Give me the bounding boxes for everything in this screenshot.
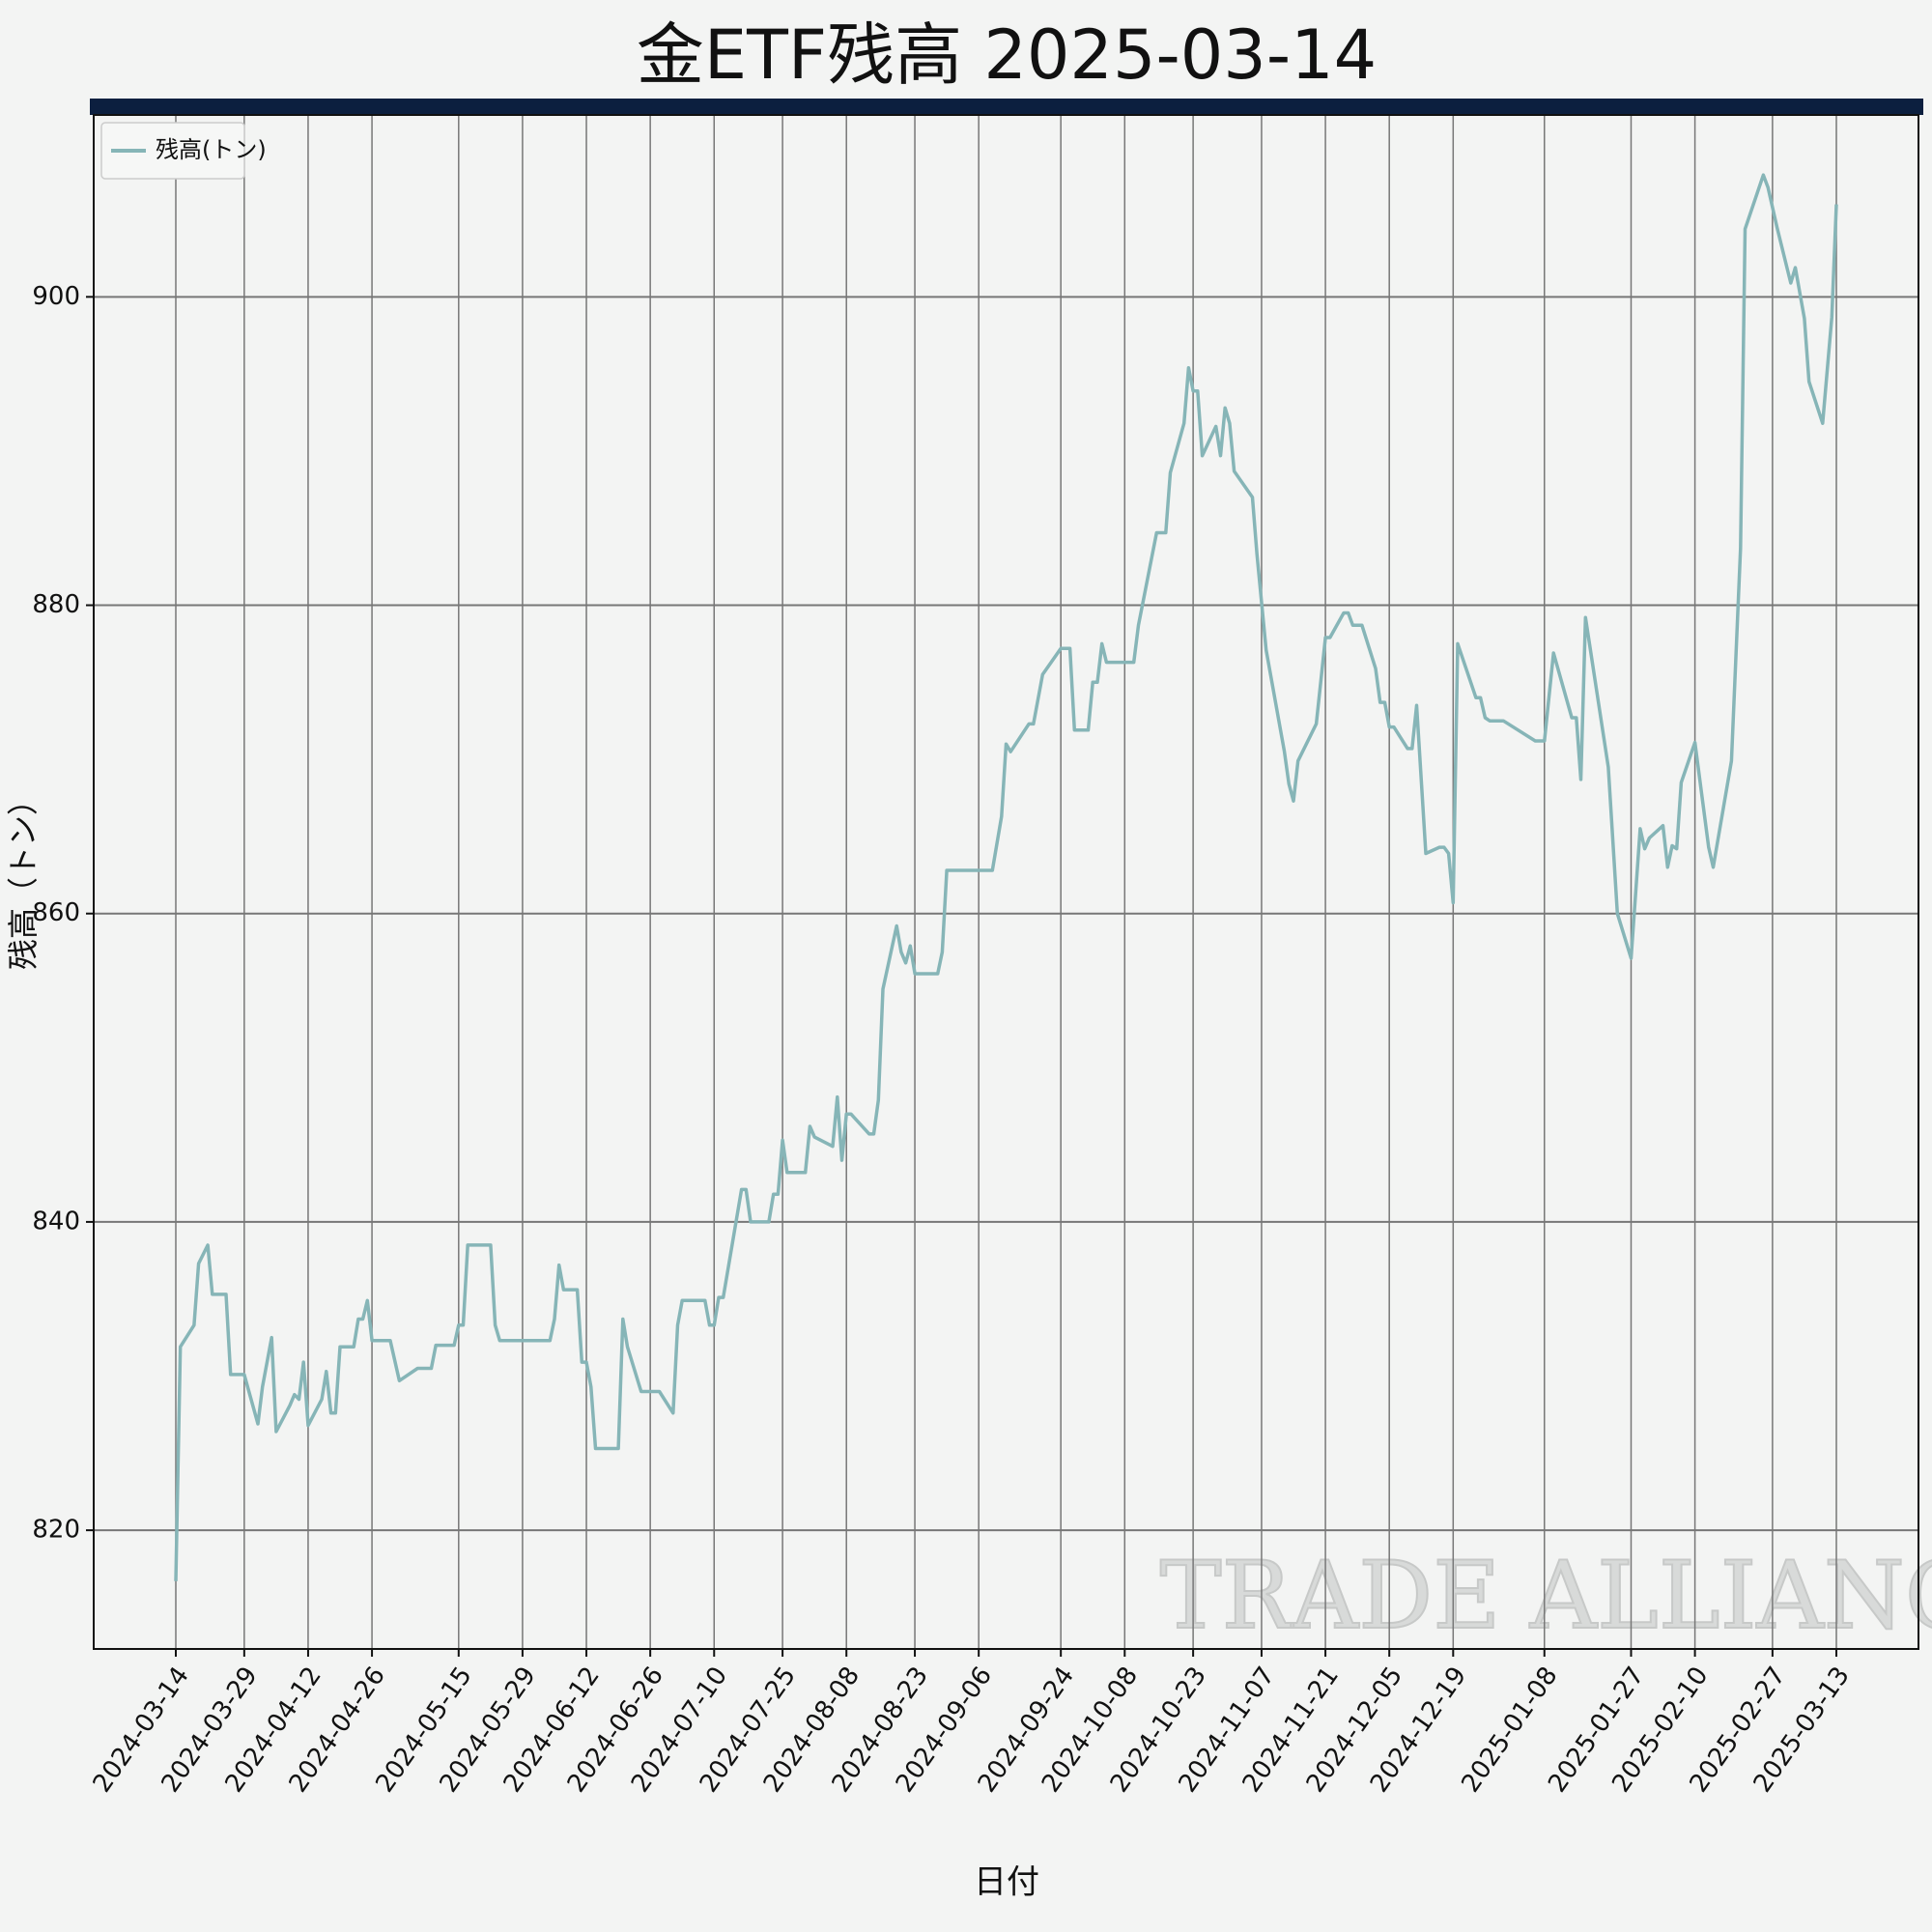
- plot-frame: [93, 114, 1919, 1650]
- header-bar: [90, 99, 1923, 115]
- legend-box: [100, 122, 245, 180]
- y-tick-label: 860: [32, 898, 80, 927]
- data-line: [174, 173, 1838, 1581]
- plot-area: [94, 115, 1918, 1649]
- y-axis-label: 残高（トン）: [5, 784, 42, 970]
- watermark: TRADE ALLIANCE: [1160, 1542, 1932, 1650]
- y-tick-label: 880: [32, 590, 80, 619]
- y-tick-label: 840: [32, 1207, 80, 1236]
- y-tick-label: 900: [32, 282, 80, 311]
- y-tick-label: 820: [32, 1516, 80, 1545]
- legend: 残高(トン): [100, 122, 267, 180]
- x-axis-label: 日付: [974, 1863, 1039, 1902]
- chart-title: 金ETF残高 2025-03-14: [637, 15, 1377, 95]
- legend-label: 残高(トン): [156, 136, 267, 163]
